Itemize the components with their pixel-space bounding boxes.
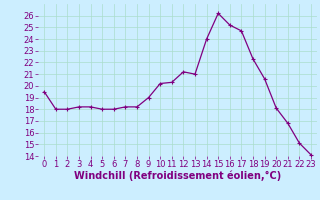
X-axis label: Windchill (Refroidissement éolien,°C): Windchill (Refroidissement éolien,°C) (74, 171, 281, 181)
